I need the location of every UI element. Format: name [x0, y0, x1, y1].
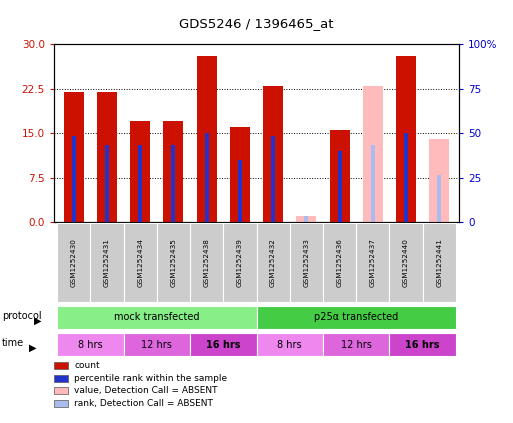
Bar [338, 151, 342, 222]
Bar [437, 175, 441, 222]
Text: ▶: ▶ [34, 315, 41, 325]
Text: GSM1252441: GSM1252441 [436, 238, 442, 287]
Bar [329, 130, 349, 222]
Text: GSM1252431: GSM1252431 [104, 238, 110, 287]
Bar [64, 92, 84, 222]
Bar [157, 223, 190, 302]
Text: 16 hrs: 16 hrs [405, 340, 440, 350]
Text: GSM1252432: GSM1252432 [270, 238, 276, 287]
Text: 12 hrs: 12 hrs [142, 340, 172, 350]
Bar [72, 136, 76, 222]
Bar [164, 121, 184, 222]
Bar [138, 145, 142, 222]
Bar [256, 333, 323, 356]
Bar [205, 133, 209, 222]
Text: GSM1252435: GSM1252435 [170, 238, 176, 287]
Bar [389, 223, 423, 302]
Bar [57, 333, 124, 356]
Bar [429, 139, 449, 222]
Text: GSM1252438: GSM1252438 [204, 238, 210, 287]
Bar [256, 306, 456, 329]
Bar [263, 86, 283, 222]
Bar [57, 223, 90, 302]
Text: count: count [74, 361, 100, 370]
Bar [389, 333, 456, 356]
Bar [190, 223, 223, 302]
Bar [371, 145, 375, 222]
Bar [97, 92, 117, 222]
Bar [90, 223, 124, 302]
Bar [256, 223, 290, 302]
Text: rank, Detection Call = ABSENT: rank, Detection Call = ABSENT [74, 399, 213, 408]
Bar [230, 127, 250, 222]
Text: value, Detection Call = ABSENT: value, Detection Call = ABSENT [74, 386, 218, 396]
Bar [271, 136, 275, 222]
Text: GSM1252430: GSM1252430 [71, 238, 77, 287]
Text: 8 hrs: 8 hrs [278, 340, 302, 350]
Text: GSM1252440: GSM1252440 [403, 238, 409, 287]
Bar [196, 56, 216, 222]
Text: time: time [2, 338, 24, 349]
Bar [124, 333, 190, 356]
Bar [223, 223, 256, 302]
Text: 8 hrs: 8 hrs [78, 340, 103, 350]
Text: mock transfected: mock transfected [114, 312, 200, 322]
Bar [304, 216, 308, 222]
Bar [323, 333, 389, 356]
Bar [190, 333, 256, 356]
Bar [105, 145, 109, 222]
Text: protocol: protocol [2, 311, 42, 321]
Text: GDS5246 / 1396465_at: GDS5246 / 1396465_at [179, 17, 334, 30]
Bar [57, 306, 256, 329]
Text: 12 hrs: 12 hrs [341, 340, 371, 350]
Text: percentile rank within the sample: percentile rank within the sample [74, 374, 227, 383]
Bar [297, 216, 317, 222]
Bar [356, 223, 389, 302]
Text: GSM1252439: GSM1252439 [237, 238, 243, 287]
Bar [130, 121, 150, 222]
Bar [124, 223, 157, 302]
Text: GSM1252437: GSM1252437 [370, 238, 376, 287]
Text: p25α transfected: p25α transfected [314, 312, 398, 322]
Bar [323, 223, 356, 302]
Bar [238, 160, 242, 222]
Bar [396, 56, 416, 222]
Bar [404, 133, 408, 222]
Text: 16 hrs: 16 hrs [206, 340, 241, 350]
Bar [290, 223, 323, 302]
Text: GSM1252436: GSM1252436 [337, 238, 343, 287]
Text: GSM1252434: GSM1252434 [137, 238, 143, 287]
Bar [171, 145, 175, 222]
Bar [423, 223, 456, 302]
Text: GSM1252433: GSM1252433 [303, 238, 309, 287]
Text: ▶: ▶ [29, 343, 36, 353]
Bar [363, 86, 383, 222]
